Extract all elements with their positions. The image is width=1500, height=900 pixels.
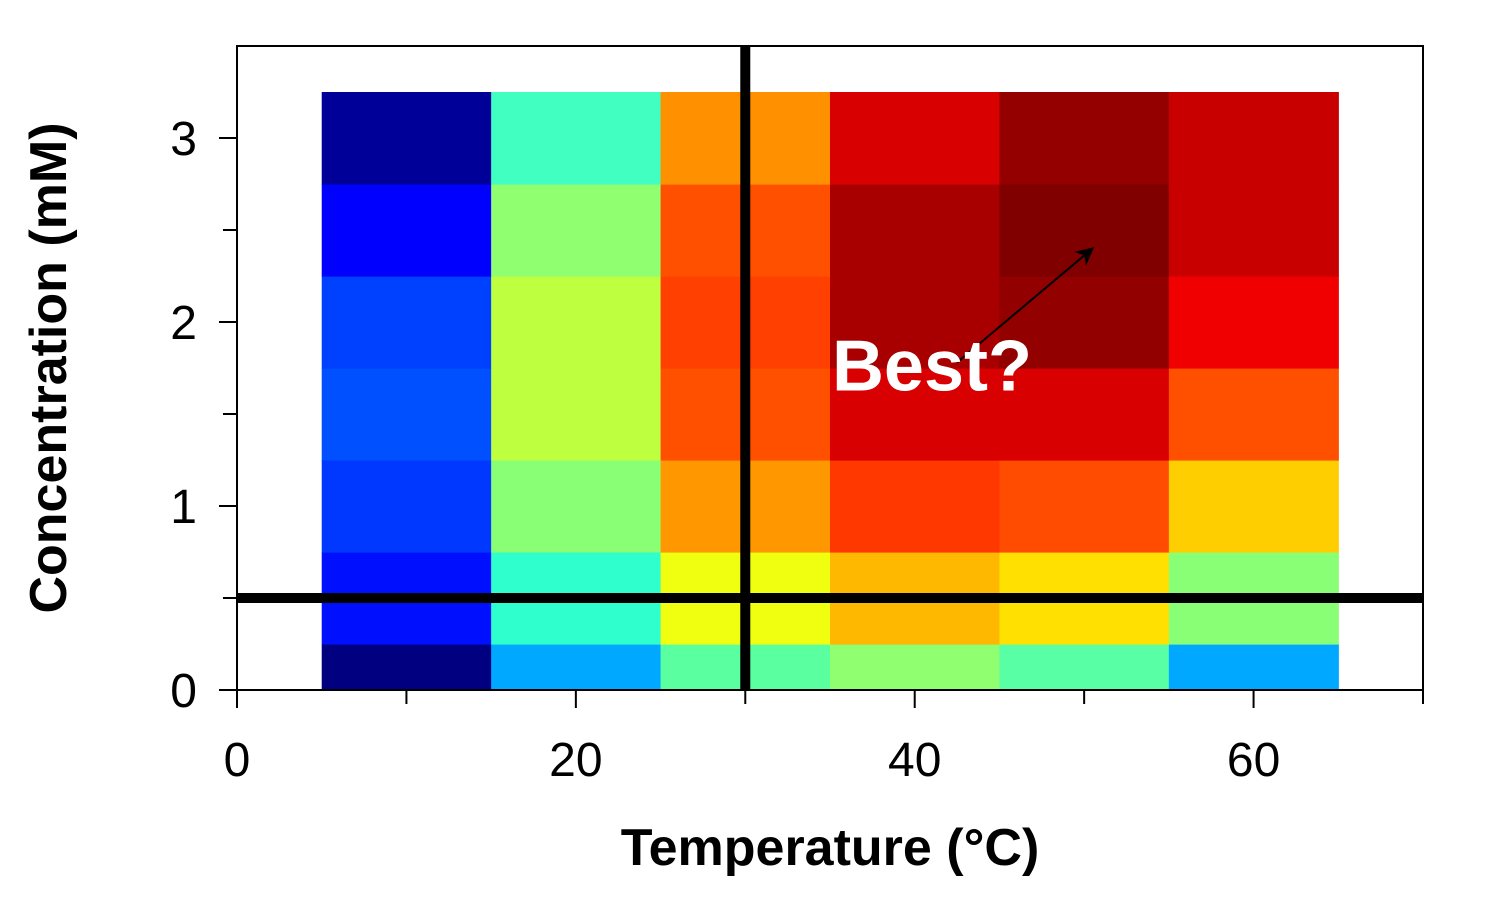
heatmap-cell: [830, 644, 1001, 691]
heatmap-cell: [321, 92, 492, 185]
annotation-label: Best?: [832, 326, 1032, 406]
heatmap-cell: [830, 276, 1001, 369]
heatmap-cell: [321, 276, 492, 369]
heatmap-cell: [321, 184, 492, 277]
heatmap-cell: [999, 92, 1170, 185]
heatmap-cell: [830, 368, 1001, 461]
heatmap-cell: [999, 460, 1170, 553]
x-tick-label: 60: [1227, 734, 1280, 787]
heatmap-cell: [830, 460, 1001, 553]
heatmap-cell: [491, 460, 662, 553]
heatmap-cell: [491, 368, 662, 461]
heatmap-cell: [321, 368, 492, 461]
heatmap-cell: [1168, 644, 1339, 691]
heatmap-cell: [999, 276, 1170, 369]
heatmap-cells: [321, 92, 1339, 691]
y-tick-label: 0: [170, 665, 197, 718]
axis-ticks: [219, 137, 1424, 708]
annotation-arrow: [956, 247, 1094, 364]
reference-lines: [237, 46, 1423, 690]
heatmap-cell: [1168, 460, 1339, 553]
x-tick-label: 20: [549, 734, 602, 787]
heatmap-cell: [830, 184, 1001, 277]
heatmap-cell: [999, 184, 1170, 277]
y-tick-label: 2: [170, 297, 197, 350]
x-tick-label: 0: [224, 734, 251, 787]
plot-frame: [236, 45, 1424, 691]
heatmap-cell: [999, 644, 1170, 691]
heatmap-cell: [1168, 368, 1339, 461]
y-tick-label: 1: [170, 481, 197, 534]
heatmap-cell: [491, 644, 662, 691]
heatmap-cell: [491, 276, 662, 369]
heatmap-cell: [1168, 184, 1339, 277]
annotation: Best?: [832, 247, 1094, 406]
heatmap-cell: [1168, 92, 1339, 185]
heatmap-cell: [491, 92, 662, 185]
y-tick-label: 3: [170, 113, 197, 166]
heatmap-cell: [1168, 276, 1339, 369]
heatmap-cell: [491, 184, 662, 277]
heatmap-cell: [830, 92, 1001, 185]
tick-labels: 0 20 40 60 0 1 2 3: [170, 113, 1280, 787]
x-axis-title: Temperature (°C): [621, 819, 1040, 877]
heatmap-cell: [321, 644, 492, 691]
y-axis-title: Concentration (mM): [20, 122, 78, 613]
heatmap-cell: [999, 368, 1170, 461]
heatmap-cell: [321, 460, 492, 553]
x-tick-label: 40: [888, 734, 941, 787]
